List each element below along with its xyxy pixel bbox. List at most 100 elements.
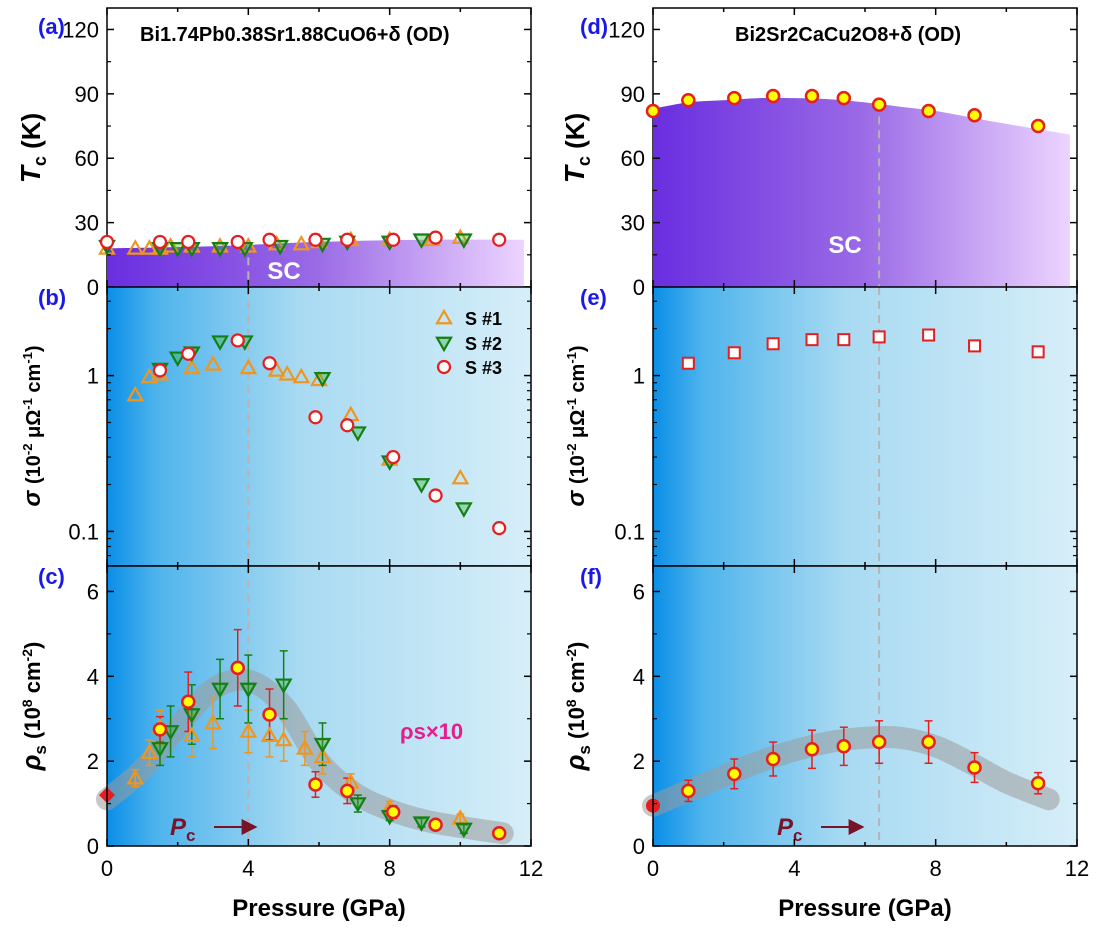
data-point	[385, 804, 401, 820]
sc-label: SC	[267, 258, 300, 285]
legend-marker	[435, 336, 453, 353]
data-point	[766, 337, 780, 351]
data-point	[968, 339, 982, 353]
data-point	[310, 370, 328, 387]
data-point	[428, 488, 443, 503]
data-point	[308, 410, 323, 425]
y-axis-label-unit: (10	[23, 455, 45, 484]
y-tick-label: 6	[87, 579, 99, 604]
data-point	[727, 766, 742, 782]
y-axis-label: σ (10-2 μΩ-1 cm-1)	[563, 345, 590, 506]
panel-b: 0.11σ (10-2 μΩ-1 cm-1) (b)	[19, 285, 532, 567]
data-point	[140, 239, 159, 255]
data-point	[182, 726, 201, 743]
x-axis-label-right: Pressure (GPa)	[778, 895, 951, 922]
y-axis-label-exp: -2	[19, 649, 35, 662]
data-point	[727, 346, 741, 360]
data-point	[428, 817, 443, 833]
data-point	[451, 468, 470, 485]
y-tick-label: 0.1	[614, 519, 645, 544]
legend-marker	[435, 308, 453, 325]
y-axis-label-unit: μΩ	[567, 410, 589, 444]
y-axis-label: Tc (K)	[15, 113, 50, 183]
data-point	[340, 783, 355, 799]
panel-c-label: (c)	[38, 564, 65, 589]
data-point	[765, 88, 781, 104]
x-tick-label: 0	[647, 856, 659, 881]
data-point	[239, 682, 258, 699]
y-tick-label: 1	[633, 364, 645, 389]
x-tick-label: 12	[519, 856, 543, 881]
y-axis-label-unit: (10	[20, 707, 45, 745]
data-point	[292, 234, 311, 251]
sc-label: SC	[828, 232, 861, 259]
legend-label: S #1	[465, 309, 502, 329]
legend-label: S #3	[465, 358, 502, 378]
data-point	[239, 722, 258, 738]
data-point	[681, 783, 696, 799]
data-point	[765, 751, 781, 767]
y-axis-label-unit: (K)	[560, 113, 590, 156]
panel-f-label: (f)	[580, 564, 602, 589]
data-point	[168, 242, 187, 258]
data-point	[681, 93, 696, 108]
panel-e-label: (e)	[580, 285, 607, 310]
y-tick-label: 30	[75, 211, 99, 236]
panel-e: 0.1 1 σ (10-2 μΩ-1 cm-1) (e)	[563, 285, 1078, 567]
data-point	[804, 88, 820, 104]
data-point	[428, 230, 443, 245]
data-point	[967, 760, 982, 775]
pressure-gradient-background	[653, 287, 1077, 566]
y-axis-label-exp: -2	[563, 649, 579, 662]
pc-label-symbol: P	[777, 814, 794, 841]
data-point	[1030, 775, 1046, 791]
data-point	[152, 722, 168, 737]
y-axis-label-exp: -1	[20, 352, 35, 364]
data-point	[181, 694, 196, 710]
data-point	[140, 743, 159, 760]
data-point	[1031, 345, 1045, 359]
data-point	[267, 361, 286, 377]
data-point	[805, 333, 819, 347]
data-point	[278, 365, 297, 381]
data-point	[872, 330, 886, 344]
y-axis-label-sub: c	[574, 156, 594, 166]
y-axis-label-symbol: σ	[19, 484, 46, 507]
y-axis-label-unit: (10	[564, 707, 589, 745]
data-point	[99, 234, 115, 250]
data-point	[161, 237, 180, 253]
y-axis-label: Tc (K)	[559, 113, 594, 183]
y-axis-label: ρs (108 cm-2)	[16, 642, 50, 772]
y-tick-label: 120	[608, 17, 645, 42]
data-point	[274, 678, 293, 695]
y-axis-label-symbol: T	[559, 163, 590, 183]
sc-dome	[653, 97, 1070, 287]
x-tick-label: 8	[384, 856, 396, 881]
data-point	[454, 822, 473, 839]
data-point	[836, 739, 852, 754]
y-axis-label-exp: 8	[19, 699, 35, 707]
y-axis-label-exp: -1	[564, 352, 579, 364]
panel-a-label: (a)	[38, 14, 65, 39]
y-axis-label-exp: -1	[564, 398, 579, 410]
data-point	[230, 333, 245, 348]
data-point	[211, 237, 229, 253]
panel-a-title: Bi1.74Pb0.38Sr1.88CuO6+δ (OD)	[140, 24, 449, 46]
x-tick-label: 0	[101, 856, 113, 881]
y-axis-label-symbol: T	[15, 163, 46, 183]
y-axis-label-sub: s	[575, 745, 594, 754]
pressure-gradient-background	[107, 287, 531, 566]
data-point	[204, 713, 222, 730]
y-axis-label-symbol: σ	[563, 484, 590, 507]
pc-label-sub: c	[793, 826, 802, 845]
x-tick-label: 4	[242, 856, 254, 881]
data-point	[837, 333, 851, 347]
data-point	[308, 777, 323, 792]
data-point	[151, 742, 169, 758]
pc-label-sub: c	[186, 826, 195, 845]
y-tick-label: 90	[75, 82, 99, 107]
data-point	[181, 346, 196, 361]
pressure-gradient-background	[653, 566, 1077, 846]
legend: S #1 S #2 S #3	[435, 308, 502, 378]
